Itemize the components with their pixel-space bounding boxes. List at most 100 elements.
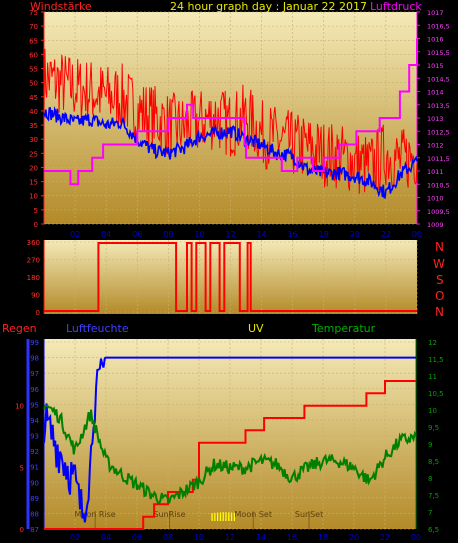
humidity-axis-tick-label: 92 — [30, 448, 39, 456]
pressure-axis-tick-label: 1015,5 — [427, 49, 450, 57]
wind-axis-tick-label: 35 — [29, 122, 38, 130]
wind-axis-tick-label: 15 — [29, 179, 38, 187]
humidity-axis-tick-label: 87 — [30, 526, 39, 534]
uv-bar — [225, 512, 227, 521]
rain-line — [44, 380, 416, 530]
temperature-axis-title: Temperatur — [311, 322, 376, 335]
pressure-axis-tick-label: 1015 — [427, 62, 444, 70]
wind-axis-tick-label: 20 — [29, 164, 38, 172]
x-tick-label: 10 — [194, 533, 204, 542]
uv-marks — [211, 512, 236, 521]
event-label: SunRise — [154, 510, 186, 519]
temperature-axis-tick-label: 10,5 — [428, 390, 444, 398]
wind-axis-tick-label: 50 — [29, 80, 38, 88]
x-tick-label: 14 — [256, 230, 266, 239]
temperature-axis-tick-label: 8 — [428, 475, 432, 483]
uv-bar — [230, 512, 233, 521]
humidity-axis-tick-label: 98 — [30, 355, 39, 363]
temperature-axis-tick-label: 8,5 — [428, 458, 439, 466]
uv-bar — [228, 512, 230, 521]
x-tick-label: 22 — [381, 230, 391, 239]
pressure-axis-tick-label: 1016,5 — [427, 22, 450, 30]
wind-axis-tick-label: 40 — [29, 108, 38, 116]
wind-axis-tick-label: 75 — [29, 9, 38, 17]
rain-humidity-panel — [44, 339, 416, 529]
panel-1-layer: 05101520253035404550556065707510091009,5… — [29, 9, 450, 239]
humidity-axis-title: Luftfeuchte — [66, 322, 129, 335]
pressure-axis-tick-label: 1009,5 — [427, 208, 450, 216]
panel-2-layer: 0 90 180 270 360 — [27, 239, 418, 317]
wind-gust-line — [43, 48, 418, 194]
x-tick-label: 22 — [380, 533, 390, 542]
pressure-axis-tick-label: 1011 — [427, 168, 444, 176]
uv-axis-title: UV — [248, 322, 264, 335]
x-tick-label: 10 — [194, 230, 204, 239]
wind-axis-tick-label: 65 — [29, 37, 38, 45]
direction-axis-tick-label: 90 — [31, 292, 40, 300]
x-tick-label: 18 — [318, 533, 328, 542]
temperature-axis-tick-label: 10 — [428, 407, 437, 415]
humidity-axis-tick-label: 88 — [30, 510, 39, 518]
rain-axis-title: Regen — [2, 322, 37, 335]
wind-axis-tick-label: 30 — [29, 136, 38, 144]
wind-average-line — [43, 105, 418, 199]
humidity-axis-tick-label: 95 — [30, 401, 39, 409]
humidity-line — [43, 356, 416, 523]
compass-letter: N — [435, 305, 444, 319]
wind-axis-tick-label: 25 — [29, 150, 38, 158]
x-tick-label: 14 — [256, 533, 266, 542]
temperature-axis-tick-label: 9 — [428, 441, 432, 449]
uv-bar — [233, 512, 236, 521]
temperature-line — [43, 404, 417, 505]
compass-letter: S — [436, 273, 444, 287]
x-tick-label: 00 — [412, 230, 422, 239]
direction-axis-tick-label: 360 — [27, 239, 40, 247]
x-tick-label: 18 — [319, 230, 329, 239]
event-label: SunSet — [295, 510, 323, 519]
x-tick-label: 20 — [349, 533, 359, 542]
event-label: Moon Set — [235, 510, 272, 519]
x-tick-label: 06 — [132, 230, 142, 239]
x-tick-label: 00 — [411, 533, 421, 542]
wind-axis-tick-label: 0 — [34, 221, 38, 229]
pressure-axis-tick-label: 1017 — [427, 9, 444, 17]
x-tick-label: 06 — [132, 533, 142, 542]
compass-letter: O — [435, 289, 444, 303]
x-tick-label: 12 — [225, 533, 235, 542]
wind-axis-tick-label: 60 — [29, 51, 38, 59]
pressure-axis-tick-label: 1013,5 — [427, 102, 450, 110]
pressure-axis-tick-label: 1013 — [427, 115, 444, 123]
temperature-axis-tick-label: 7 — [428, 509, 432, 517]
pressure-axis-tick-label: 1012 — [427, 142, 444, 150]
direction-axis-tick-label: 270 — [27, 257, 40, 265]
pressure-axis-title: Luftdruck — [370, 0, 422, 13]
uv-bar — [216, 512, 219, 521]
wind-axis-tick-label: 45 — [29, 94, 38, 102]
wind-axis-tick-label: 5 — [34, 207, 38, 215]
uv-bar — [219, 512, 222, 521]
uv-bar — [222, 512, 224, 521]
panel-3-layer: 87 88 89 90 91 92 93 94 95 96 97 98 99 0 5 10 6,5 7 7,5 8 8,… — [15, 339, 444, 542]
chart-title: 24 hour graph day : Januar 22 2017 — [170, 0, 367, 13]
pressure-axis-tick-label: 1010,5 — [427, 181, 450, 189]
x-tick-label: 12 — [225, 230, 235, 239]
event-label: Moon Rise — [75, 510, 116, 519]
pressure-axis-tick-label: 1014 — [427, 89, 444, 97]
humidity-axis-tick-label: 89 — [30, 495, 39, 503]
direction-axis-tick-label: 180 — [27, 274, 40, 282]
uv-bar — [211, 513, 213, 521]
uv-bar — [214, 512, 216, 521]
x-tick-label: 20 — [350, 230, 360, 239]
rain-axis-tick-label: 5 — [20, 464, 24, 472]
wind-axis-tick-label: 10 — [29, 193, 38, 201]
wind-direction-line — [44, 242, 417, 312]
x-tick-label: 02 — [70, 533, 80, 542]
temperature-axis-tick-label: 7,5 — [428, 492, 439, 500]
x-tick-label: 08 — [163, 533, 173, 542]
wind-axis-tick-label: 55 — [29, 66, 38, 74]
humidity-axis-tick-label: 91 — [30, 464, 39, 472]
compass-letters: N W S O N — [433, 240, 445, 319]
humidity-axis-tick-label: 93 — [30, 433, 39, 441]
